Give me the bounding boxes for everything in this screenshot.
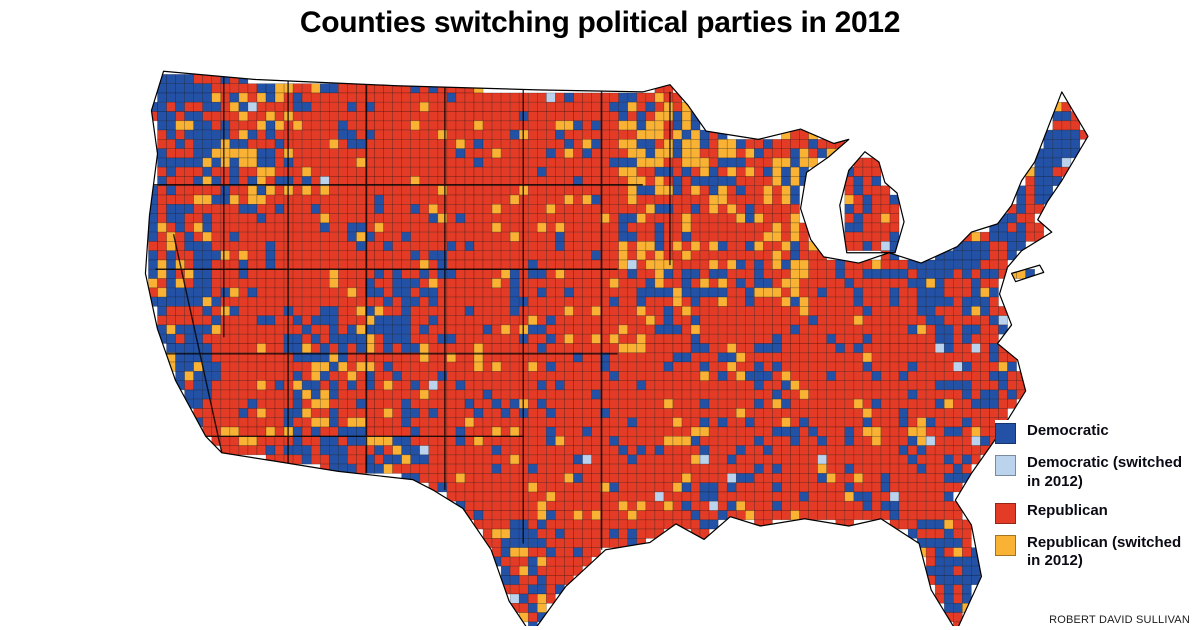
legend-label-republican_switched: Republican (switched in 2012) [1027, 533, 1182, 570]
legend-item-republican_switched: Republican (switched in 2012) [995, 534, 1187, 572]
legend: Democratic Democratic (switched in 2012) R… [995, 420, 1187, 573]
legend-label-democratic_switched: Democratic (switched in 2012) [1027, 454, 1183, 490]
legend-label-democratic: Democratic [1027, 422, 1109, 439]
page-title: Counties switching political parties in … [299, 6, 901, 39]
legend-label-republican: Republican [1027, 501, 1108, 519]
us-county-map [55, 28, 1100, 626]
legend-item-democratic_switched: Democratic (switched in 2012) [995, 454, 1187, 492]
legend-swatch-democratic [995, 423, 1016, 444]
us-map-svg [144, 70, 1089, 626]
legend-item-republican: Republican [995, 502, 1187, 524]
us-outline [144, 70, 1089, 626]
legend-item-democratic: Democratic [995, 422, 1187, 444]
attribution: ROBERT DAVID SULLIVAN [1049, 614, 1190, 626]
legend-swatch-republican [995, 502, 1016, 524]
legend-swatch-democratic_switched [995, 455, 1016, 476]
county-mosaic [148, 74, 1088, 626]
state-borders [151, 73, 671, 550]
legend-swatch-republican_switched [995, 534, 1016, 556]
